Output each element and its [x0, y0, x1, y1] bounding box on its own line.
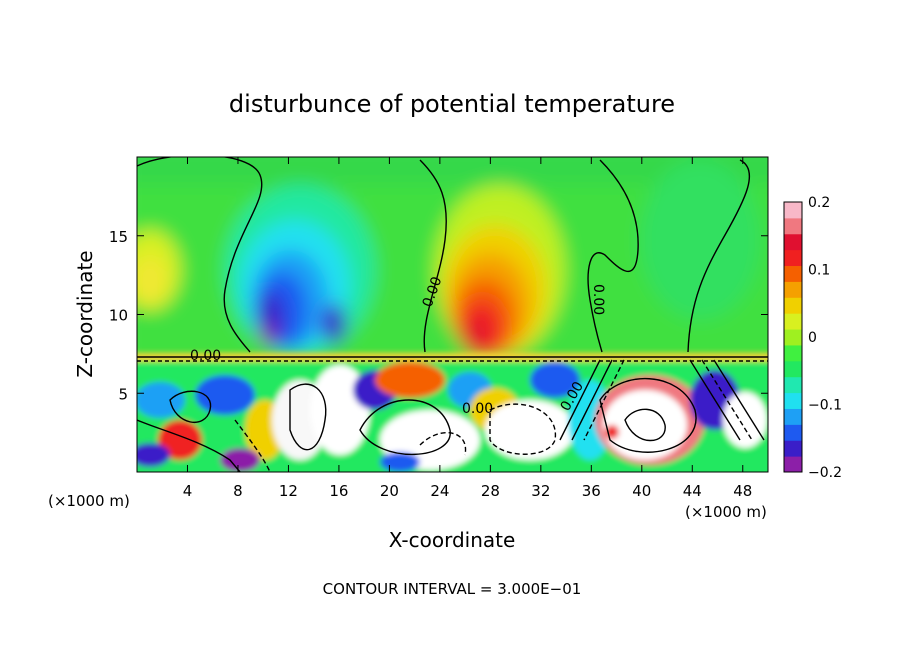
colorbar-segment	[784, 249, 802, 267]
y-axis-label: Z-coordinate	[73, 250, 97, 377]
x-tick-label: 24	[430, 482, 449, 500]
x-tick-label: 36	[582, 482, 601, 500]
x-tick-label: 40	[632, 482, 651, 500]
colorbar-tick-label: 0.2	[808, 195, 830, 211]
colorbar-segment	[784, 313, 802, 330]
colorbar-segment	[784, 408, 802, 425]
x-tick-label: 20	[380, 482, 399, 500]
x-axis-label: X-coordinate	[389, 528, 516, 552]
colorbar-segment	[784, 281, 802, 298]
contour-lines	[137, 157, 768, 472]
colorbar-segment	[784, 202, 802, 219]
y-tick-label: 5	[118, 385, 128, 403]
field-lower	[137, 353, 768, 472]
contour-label: 0.00	[590, 284, 606, 315]
field-upper	[137, 157, 768, 370]
colorbar-segment	[784, 329, 802, 346]
y-tick-label: 15	[109, 228, 128, 246]
x-tick-label: 28	[481, 482, 500, 500]
colorbar-segment	[784, 440, 802, 457]
x-tick-label: 44	[683, 482, 702, 500]
colorbar-segment	[784, 297, 802, 314]
contour-label: 0.00	[190, 348, 221, 364]
colorbar-tick-label: 0.1	[808, 263, 830, 279]
colorbar-segment	[784, 233, 802, 251]
x-tick-label: 4	[183, 482, 193, 500]
x-tick-label: 12	[279, 482, 298, 500]
x-unit-right: (×1000 m)	[685, 503, 767, 521]
x-axis: 4 8 12 16 20 24 28 32 36 40 44 48	[183, 157, 752, 500]
plot-area: 0.00 0.00 0.00 0.00 0.00	[137, 157, 768, 472]
x-tick-label: 32	[531, 482, 550, 500]
chart-title: disturbunce of potential temperature	[229, 90, 675, 118]
colorbar-segment	[784, 376, 802, 394]
colorbar: 0.2 0.1 0 −0.1 −0.2	[783, 195, 842, 481]
x-tick-label: 8	[233, 482, 243, 500]
colorbar-tick-label: 0	[808, 330, 817, 346]
contour-interval-note: CONTOUR INTERVAL = 3.000E−01	[323, 580, 582, 598]
y-tick-label: 10	[109, 307, 128, 325]
colorbar-segment	[784, 344, 802, 362]
colorbar-tick-label: −0.1	[808, 398, 842, 414]
colorbar-segment	[784, 360, 802, 378]
x-unit-left: (×1000 m)	[48, 492, 130, 510]
x-tick-label: 16	[329, 482, 348, 500]
colorbar-segment	[784, 217, 802, 235]
colorbar-segment	[784, 456, 802, 473]
colorbar-tick-label: −0.2	[808, 465, 842, 481]
x-tick-label: 48	[733, 482, 752, 500]
colorbar-segment	[784, 392, 802, 409]
y-axis: 5 10 15	[109, 228, 768, 403]
colorbar-segment	[784, 265, 802, 282]
contour-label: 0.00	[462, 401, 493, 417]
colorbar-frame	[783, 201, 803, 473]
colorbar-segment	[784, 424, 802, 441]
